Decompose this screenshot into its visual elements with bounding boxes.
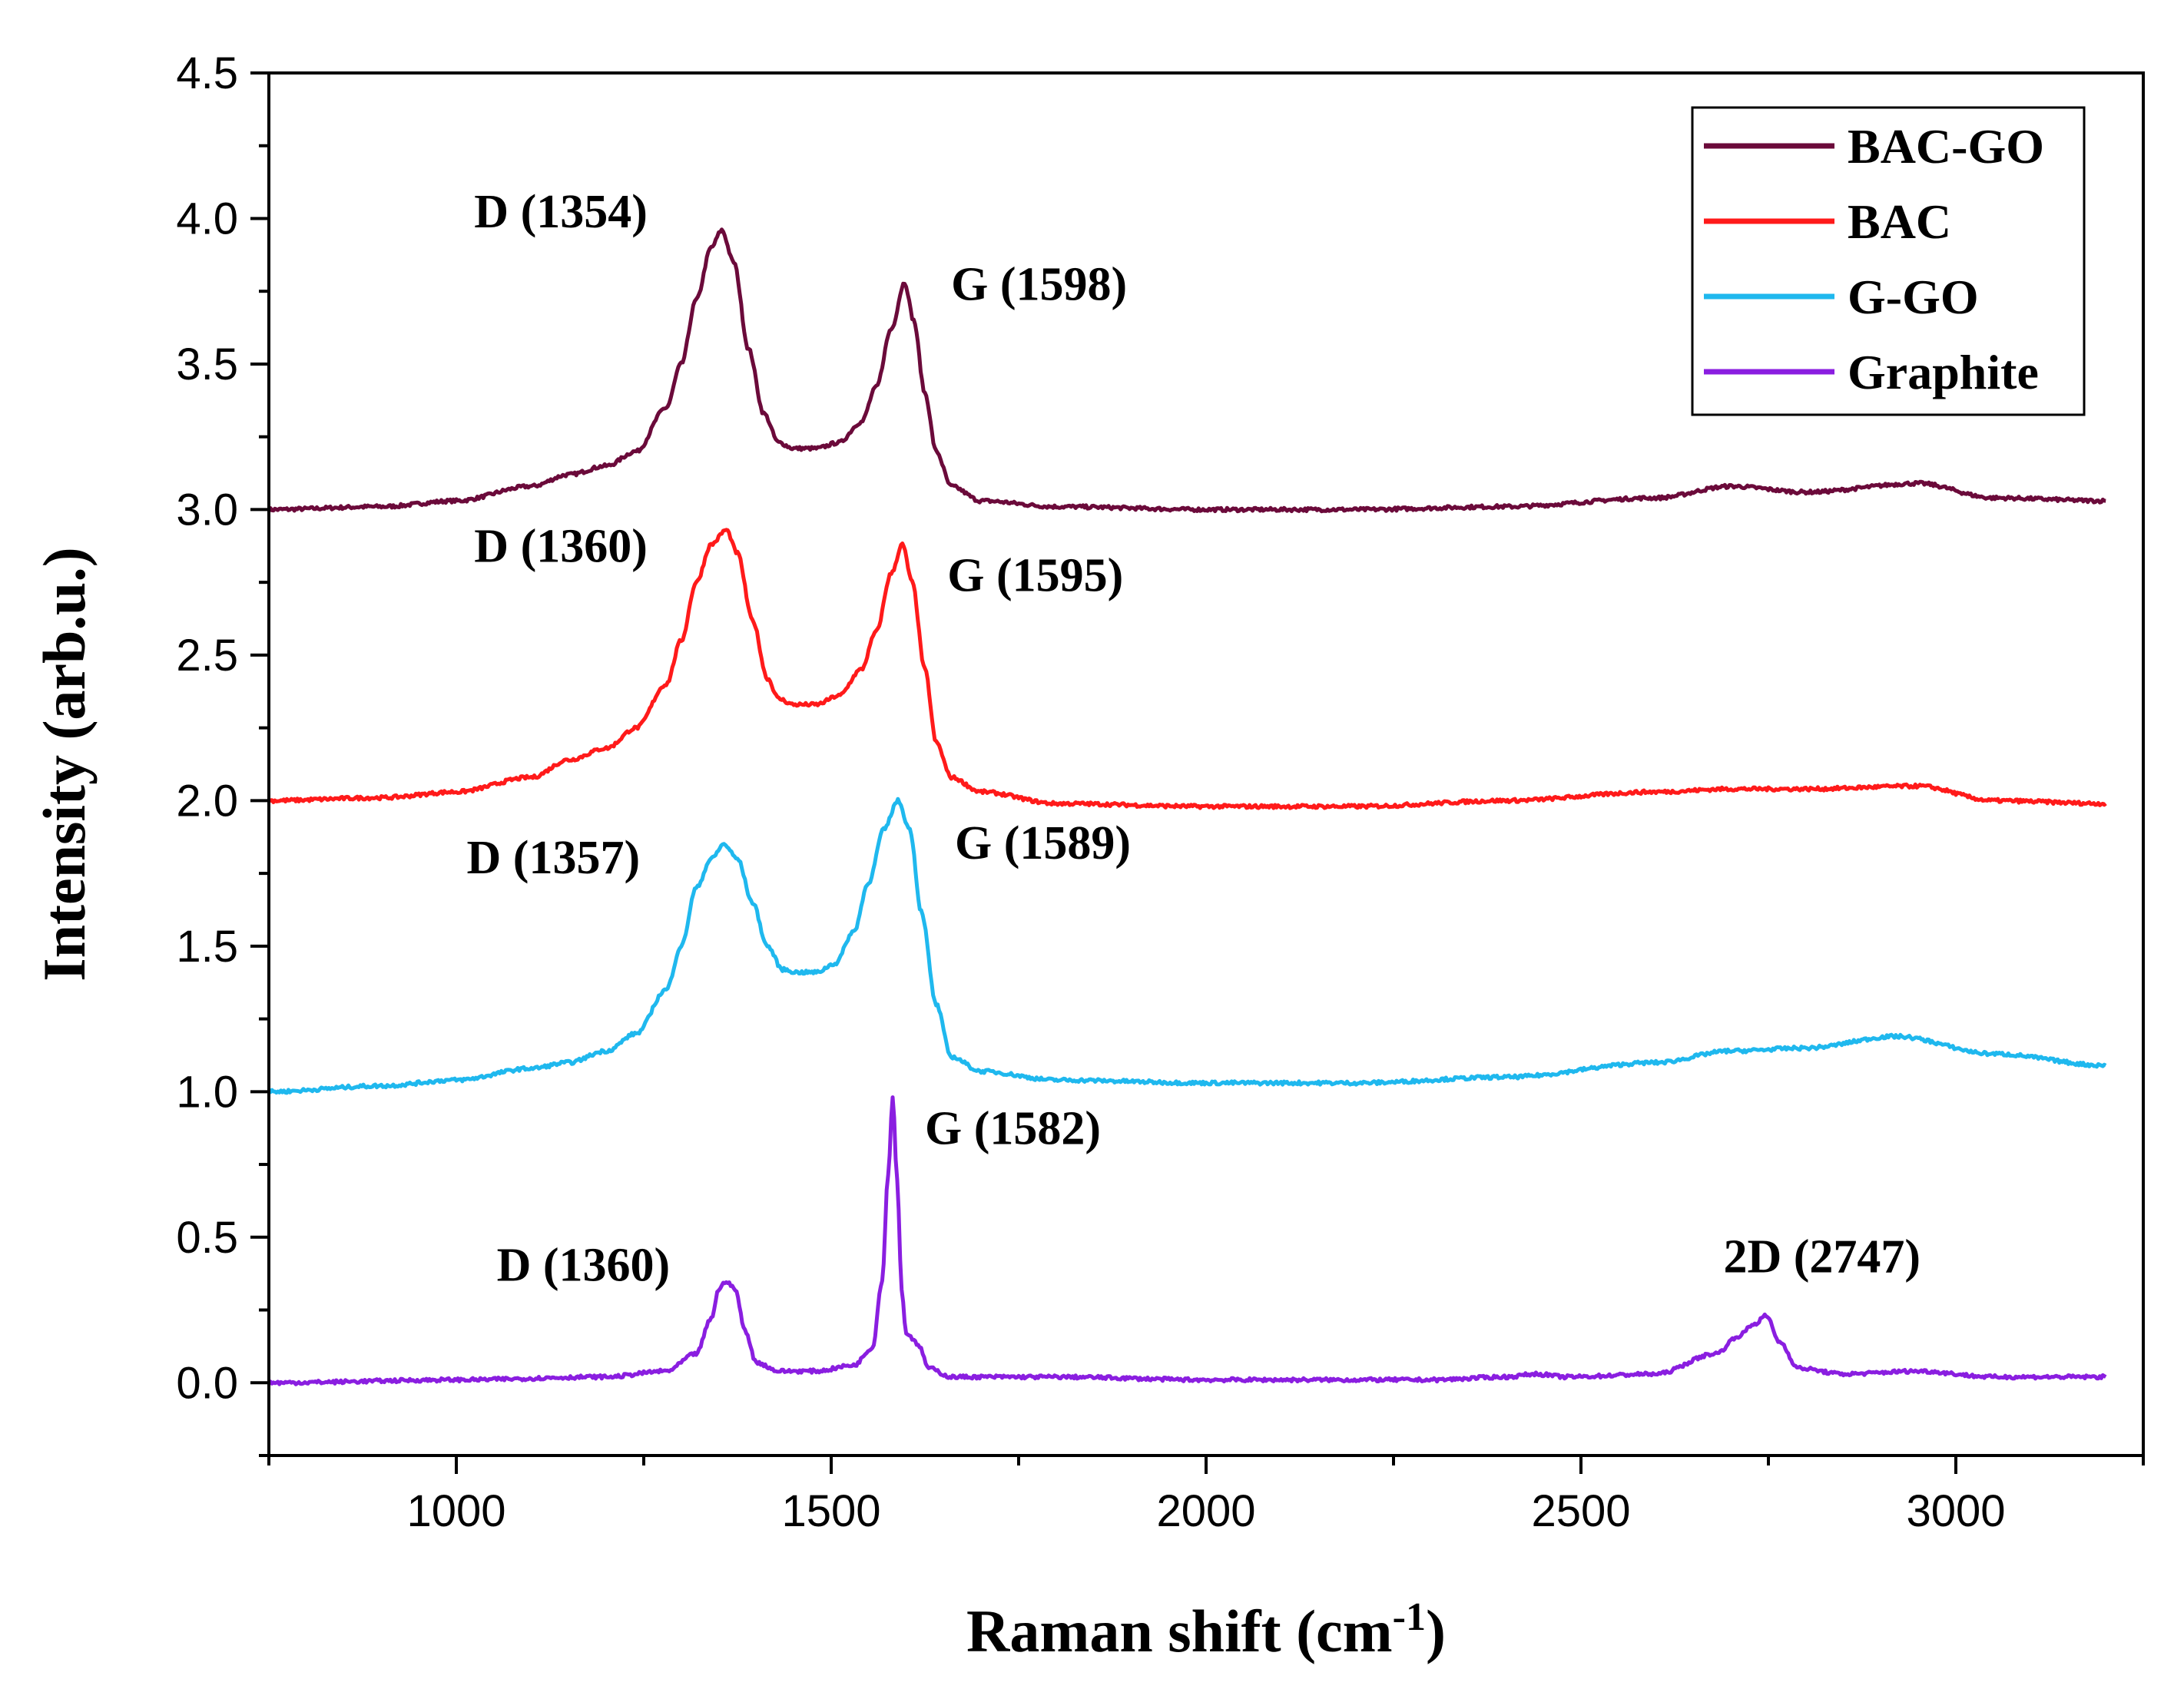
peak-label: 2D (2747) — [1723, 1230, 1921, 1283]
legend-entry: BAC — [1848, 194, 1951, 249]
x-tick-label: 2500 — [1531, 1486, 1630, 1536]
peak-label: D (1360) — [474, 521, 648, 573]
peak-label: G (1598) — [951, 259, 1127, 311]
legend-entry: G-GO — [1848, 270, 1979, 324]
y-tick-label: 2.5 — [176, 631, 238, 681]
legend-entry: BAC-GO — [1848, 119, 2044, 174]
y-tick-label: 3.0 — [176, 485, 238, 535]
y-tick-label: 1.0 — [176, 1067, 238, 1117]
y-tick-label: 0.5 — [176, 1213, 238, 1263]
y-axis-title: Intensity (arb.u.) — [31, 547, 98, 982]
series-line-graphite — [267, 1095, 2107, 1386]
series-layer — [267, 227, 2107, 1386]
y-tick-label: 0.0 — [176, 1358, 238, 1408]
peak-label: G (1589) — [955, 817, 1131, 869]
peak-label: D (1357) — [467, 832, 641, 884]
x-tick-label: 3000 — [1906, 1486, 2005, 1536]
series-line-g-go — [268, 796, 2107, 1095]
x-axis-title: Raman shift (cm-1) — [966, 1595, 1446, 1665]
legend-box — [1691, 106, 2086, 416]
peak-label: D (1354) — [474, 186, 648, 238]
tick-layer: 0.0 0.5 1.0 1.5 2.0 2.5 3.0 3.5 4.0 4.5 1000 1500 20… — [176, 48, 2145, 1536]
y-tick-label: 1.5 — [176, 922, 238, 972]
series-line-bac-go — [267, 227, 2106, 514]
annotation-layer: D (1354) G (1598) D (1360) G (1595) D (1357)… — [467, 186, 1921, 1292]
y-tick-label: 2.0 — [176, 776, 238, 826]
peak-label: D (1360) — [497, 1240, 671, 1292]
x-tick-label: 1500 — [781, 1486, 880, 1536]
x-axis-title-main: Raman shift (cm — [966, 1598, 1393, 1664]
x-tick-label: 2000 — [1156, 1486, 1255, 1536]
x-axis-title-end: ) — [1426, 1598, 1446, 1664]
y-tick-label: 4.5 — [176, 48, 238, 98]
legend: BAC-GO BAC G-GO Graphite — [1691, 106, 2086, 416]
peak-label: G (1582) — [925, 1103, 1101, 1155]
x-tick-label: 1000 — [406, 1486, 505, 1536]
legend-entry: Graphite — [1848, 345, 2039, 399]
y-tick-label: 3.5 — [176, 339, 238, 389]
x-axis-title-sup: -1 — [1393, 1595, 1426, 1639]
peak-label: G (1595) — [947, 550, 1123, 602]
series-line-bac — [267, 528, 2107, 810]
y-tick-label: 4.0 — [176, 194, 238, 243]
